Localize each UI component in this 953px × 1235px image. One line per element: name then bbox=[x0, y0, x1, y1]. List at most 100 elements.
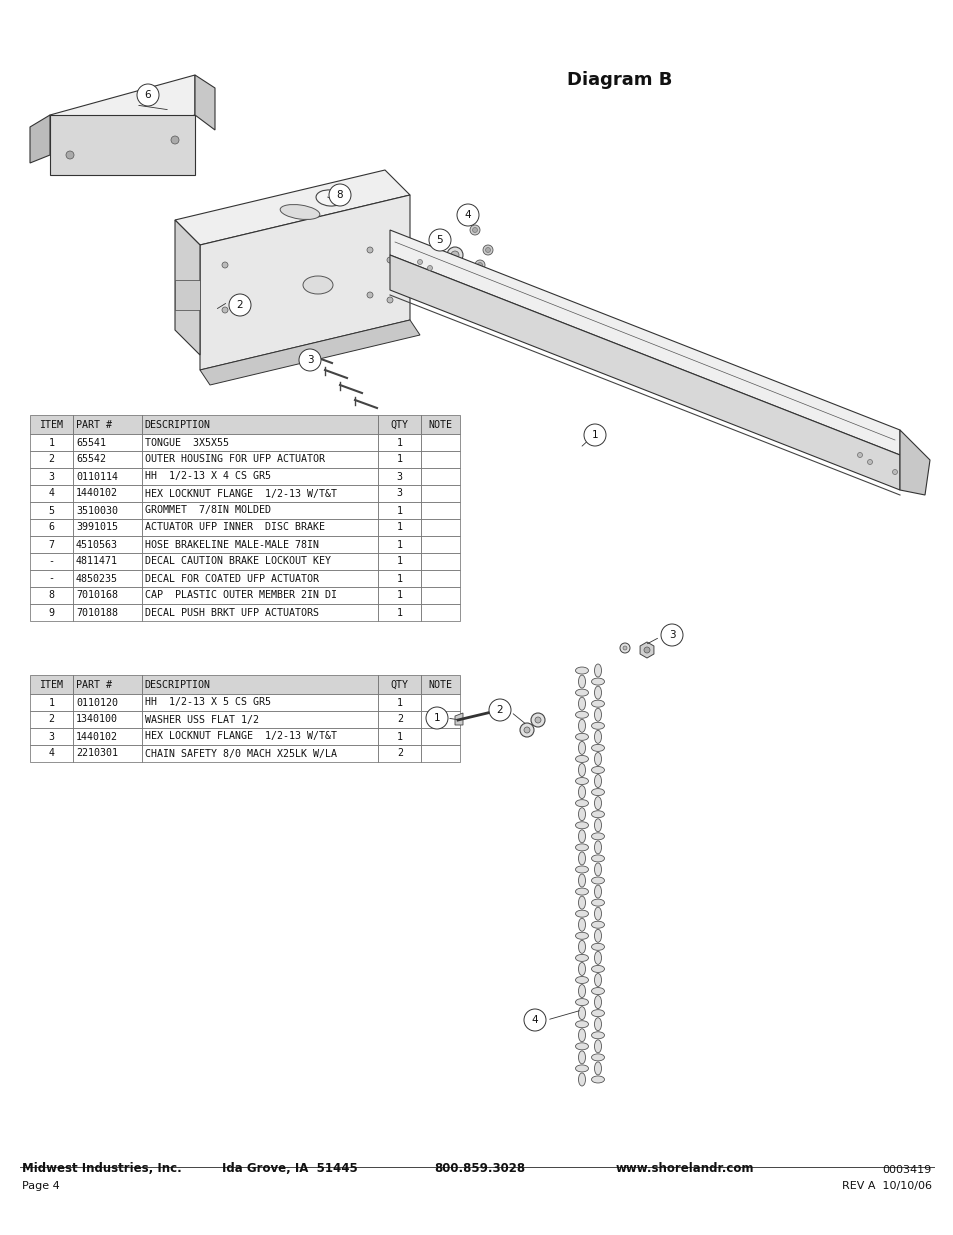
Text: 3: 3 bbox=[668, 630, 675, 640]
Text: 2: 2 bbox=[396, 715, 402, 725]
Bar bbox=[378, 676, 421, 694]
Circle shape bbox=[456, 204, 478, 226]
Bar bbox=[421, 536, 459, 553]
Bar bbox=[73, 676, 142, 694]
Text: 4: 4 bbox=[531, 1015, 537, 1025]
Bar bbox=[30, 536, 73, 553]
Text: 0003419: 0003419 bbox=[882, 1165, 931, 1174]
Ellipse shape bbox=[591, 921, 604, 929]
Bar bbox=[378, 694, 421, 711]
Bar bbox=[142, 604, 378, 621]
Ellipse shape bbox=[594, 863, 601, 876]
Text: CHAIN SAFETY 8/0 MACH X25LK W/LA: CHAIN SAFETY 8/0 MACH X25LK W/LA bbox=[145, 748, 336, 758]
Ellipse shape bbox=[594, 708, 601, 721]
Bar bbox=[30, 571, 73, 587]
Bar bbox=[421, 745, 459, 762]
Text: 800.859.3028: 800.859.3028 bbox=[434, 1162, 525, 1174]
Bar bbox=[73, 415, 142, 433]
Bar bbox=[30, 415, 73, 433]
Text: 1: 1 bbox=[49, 437, 54, 447]
Text: GROMMET  7/8IN MOLDED: GROMMET 7/8IN MOLDED bbox=[145, 505, 271, 515]
Text: HH  1/2-13 X 5 CS GR5: HH 1/2-13 X 5 CS GR5 bbox=[145, 698, 271, 708]
Bar bbox=[378, 711, 421, 727]
Ellipse shape bbox=[578, 962, 585, 976]
Circle shape bbox=[229, 294, 251, 316]
Polygon shape bbox=[390, 254, 899, 490]
Circle shape bbox=[481, 273, 492, 283]
Bar bbox=[73, 587, 142, 604]
Bar bbox=[30, 433, 73, 451]
Bar bbox=[378, 519, 421, 536]
Bar bbox=[378, 451, 421, 468]
Text: OUTER HOUSING FOR UFP ACTUATOR: OUTER HOUSING FOR UFP ACTUATOR bbox=[145, 454, 324, 464]
Ellipse shape bbox=[578, 719, 585, 732]
Circle shape bbox=[387, 257, 393, 263]
Ellipse shape bbox=[578, 741, 585, 755]
Ellipse shape bbox=[591, 832, 604, 840]
Bar bbox=[73, 468, 142, 485]
Bar bbox=[30, 727, 73, 745]
Circle shape bbox=[477, 263, 482, 268]
Ellipse shape bbox=[578, 676, 585, 688]
Text: 8: 8 bbox=[49, 590, 54, 600]
Text: QTY: QTY bbox=[391, 420, 409, 430]
Bar bbox=[421, 727, 459, 745]
Bar bbox=[73, 501, 142, 519]
Ellipse shape bbox=[591, 944, 604, 951]
Ellipse shape bbox=[591, 700, 604, 708]
Bar bbox=[421, 553, 459, 571]
Bar bbox=[142, 553, 378, 571]
Text: Diagram B: Diagram B bbox=[567, 70, 672, 89]
Text: 6: 6 bbox=[145, 90, 152, 100]
Ellipse shape bbox=[594, 687, 601, 699]
Circle shape bbox=[892, 469, 897, 474]
Circle shape bbox=[472, 227, 477, 232]
Ellipse shape bbox=[575, 844, 588, 851]
Ellipse shape bbox=[591, 678, 604, 685]
Text: 3: 3 bbox=[49, 731, 54, 741]
Text: 1: 1 bbox=[396, 590, 402, 600]
Ellipse shape bbox=[591, 1053, 604, 1061]
Text: REV A  10/10/06: REV A 10/10/06 bbox=[841, 1181, 931, 1191]
Polygon shape bbox=[50, 75, 194, 156]
Text: ACTUATOR UFP INNER  DISC BRAKE: ACTUATOR UFP INNER DISC BRAKE bbox=[145, 522, 324, 532]
Bar bbox=[30, 587, 73, 604]
Text: 4850235: 4850235 bbox=[76, 573, 118, 583]
Polygon shape bbox=[30, 115, 50, 163]
Ellipse shape bbox=[578, 808, 585, 821]
Bar bbox=[378, 587, 421, 604]
Text: 3510030: 3510030 bbox=[76, 505, 118, 515]
Text: 1: 1 bbox=[396, 608, 402, 618]
Circle shape bbox=[387, 296, 393, 303]
Ellipse shape bbox=[575, 667, 588, 674]
Text: HH  1/2-13 X 4 CS GR5: HH 1/2-13 X 4 CS GR5 bbox=[145, 472, 271, 482]
Bar bbox=[73, 519, 142, 536]
Polygon shape bbox=[174, 280, 200, 310]
Text: Page 4: Page 4 bbox=[22, 1181, 60, 1191]
Bar bbox=[30, 553, 73, 571]
Ellipse shape bbox=[575, 977, 588, 983]
Text: 1: 1 bbox=[396, 454, 402, 464]
Text: -: - bbox=[49, 573, 54, 583]
Ellipse shape bbox=[578, 919, 585, 931]
Ellipse shape bbox=[578, 1007, 585, 1020]
Circle shape bbox=[470, 225, 479, 235]
Polygon shape bbox=[50, 115, 194, 175]
Bar bbox=[421, 519, 459, 536]
Ellipse shape bbox=[591, 745, 604, 751]
Ellipse shape bbox=[594, 885, 601, 898]
Bar bbox=[73, 727, 142, 745]
Circle shape bbox=[583, 424, 605, 446]
Ellipse shape bbox=[575, 910, 588, 918]
Bar bbox=[73, 745, 142, 762]
Text: 4510563: 4510563 bbox=[76, 540, 118, 550]
Text: -: - bbox=[49, 557, 54, 567]
Circle shape bbox=[622, 646, 626, 650]
Circle shape bbox=[619, 643, 629, 653]
Text: 7010188: 7010188 bbox=[76, 608, 118, 618]
Bar bbox=[378, 536, 421, 553]
Text: DECAL FOR COATED UFP ACTUATOR: DECAL FOR COATED UFP ACTUATOR bbox=[145, 573, 318, 583]
Bar bbox=[73, 433, 142, 451]
Circle shape bbox=[222, 262, 228, 268]
Ellipse shape bbox=[578, 1051, 585, 1063]
